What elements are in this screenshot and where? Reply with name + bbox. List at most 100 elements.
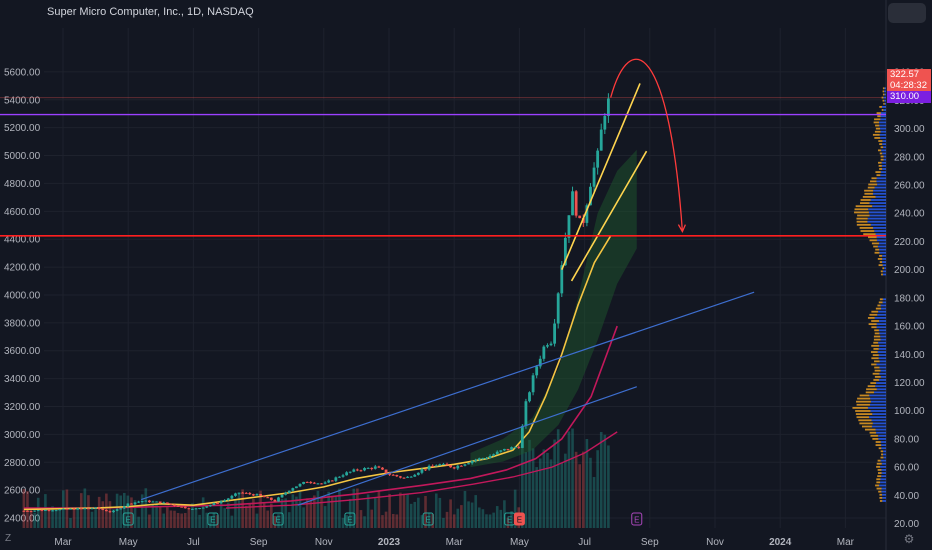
volume-bar bbox=[456, 508, 460, 528]
gear-icon[interactable]: ⚙ bbox=[903, 532, 915, 546]
volume-profile-down bbox=[871, 242, 880, 245]
volume-profile-up bbox=[882, 496, 886, 499]
volume-bar bbox=[356, 488, 359, 528]
chart-menu-button[interactable] bbox=[888, 3, 926, 23]
candle-body bbox=[287, 490, 291, 493]
earnings-marker-label: E bbox=[126, 516, 131, 525]
candle-body bbox=[567, 215, 571, 238]
volume-bar bbox=[198, 514, 201, 528]
volume-bar bbox=[499, 509, 503, 528]
volume-profile-up bbox=[879, 360, 886, 363]
volume-profile-up bbox=[876, 236, 886, 239]
volume-bar bbox=[424, 496, 427, 528]
volume-bar bbox=[603, 434, 607, 528]
x-axis-tick-label: Nov bbox=[315, 537, 333, 548]
candle-body bbox=[140, 501, 144, 503]
volume-bar bbox=[574, 451, 578, 528]
earnings-marker bbox=[422, 512, 434, 526]
candle-body bbox=[485, 458, 488, 460]
volume-profile-down bbox=[872, 354, 879, 357]
volume-bar bbox=[413, 501, 417, 528]
volume-profile-up bbox=[867, 217, 886, 220]
candle-body bbox=[406, 476, 409, 478]
volume-profile-up bbox=[869, 214, 886, 217]
trendline bbox=[141, 291, 755, 501]
volume-profile-down bbox=[870, 434, 879, 437]
x-axis-tick-label: Jul bbox=[187, 537, 200, 548]
volume-profile-down bbox=[866, 388, 877, 391]
candle-body bbox=[366, 467, 370, 469]
volume-profile-up bbox=[869, 202, 886, 204]
candle-body bbox=[101, 508, 105, 510]
volume-bar bbox=[488, 514, 492, 528]
volume-profile-up bbox=[884, 90, 886, 93]
volume-profile-up bbox=[881, 487, 886, 490]
volume-profile-up bbox=[884, 267, 886, 270]
volume-profile-up bbox=[876, 326, 886, 329]
right-axis-tick-label: 220.00 bbox=[894, 237, 925, 248]
volume-profile-down bbox=[871, 326, 877, 329]
volume-profile-down bbox=[877, 115, 881, 118]
volume-profile-up bbox=[880, 118, 886, 121]
volume-bar bbox=[162, 513, 166, 528]
volume-bar bbox=[79, 493, 83, 528]
volume-profile-up bbox=[869, 394, 886, 397]
volume-profile-up bbox=[878, 357, 886, 360]
volume-profile-up bbox=[878, 329, 886, 332]
volume-profile-down bbox=[874, 375, 881, 378]
auto-scale-icon[interactable]: Z bbox=[4, 533, 12, 544]
volume-bar bbox=[445, 511, 449, 528]
volume-bar bbox=[309, 500, 313, 528]
candle-body bbox=[370, 467, 374, 469]
volume-profile-up bbox=[878, 310, 886, 313]
candle-body bbox=[352, 469, 356, 472]
volume-profile-up bbox=[876, 431, 886, 434]
volume-profile-up bbox=[882, 301, 886, 304]
candle-body bbox=[119, 508, 123, 510]
volume-bar bbox=[607, 445, 610, 528]
ema-slow-2-line bbox=[225, 431, 618, 509]
candle-body bbox=[416, 472, 420, 475]
volume-profile-down bbox=[882, 90, 885, 93]
volume-profile-up bbox=[881, 469, 886, 471]
candle-body bbox=[133, 502, 137, 504]
volume-profile-down bbox=[877, 304, 881, 307]
volume-profile-down bbox=[871, 344, 880, 347]
volume-bar bbox=[524, 452, 528, 528]
volume-profile-up bbox=[876, 180, 886, 183]
ichimoku-cloud bbox=[470, 149, 637, 468]
volume-profile-down bbox=[874, 360, 880, 363]
volume-profile-up bbox=[884, 102, 886, 105]
volume-profile-up bbox=[882, 500, 886, 502]
volume-profile-down bbox=[870, 180, 877, 183]
volume-bar bbox=[427, 513, 431, 528]
candle-body bbox=[277, 497, 280, 502]
candle-body bbox=[40, 510, 44, 512]
volume-bar bbox=[585, 438, 589, 528]
candle-body bbox=[262, 495, 266, 498]
volume-bar bbox=[90, 511, 94, 528]
candle-body bbox=[223, 500, 227, 502]
candle-body bbox=[226, 498, 230, 501]
candle-body bbox=[463, 464, 467, 466]
candle-body bbox=[348, 471, 352, 473]
volume-profile-down bbox=[878, 149, 882, 152]
left-axis-tick-label: 3000.00 bbox=[4, 430, 41, 441]
volume-bar bbox=[420, 515, 424, 528]
candle-body bbox=[520, 426, 524, 448]
volume-profile-down bbox=[867, 385, 876, 388]
volume-bar bbox=[270, 503, 273, 528]
volume-bar bbox=[183, 512, 187, 528]
volume-profile-up bbox=[876, 239, 886, 242]
volume-bar bbox=[599, 432, 603, 528]
volume-bar bbox=[338, 488, 341, 528]
volume-bar bbox=[36, 497, 40, 528]
volume-bar bbox=[126, 495, 130, 528]
volume-bar bbox=[140, 494, 144, 528]
volume-profile-up bbox=[882, 258, 886, 260]
volume-profile-up bbox=[879, 248, 886, 251]
volume-profile-up bbox=[874, 186, 886, 189]
volume-bar bbox=[481, 509, 485, 528]
